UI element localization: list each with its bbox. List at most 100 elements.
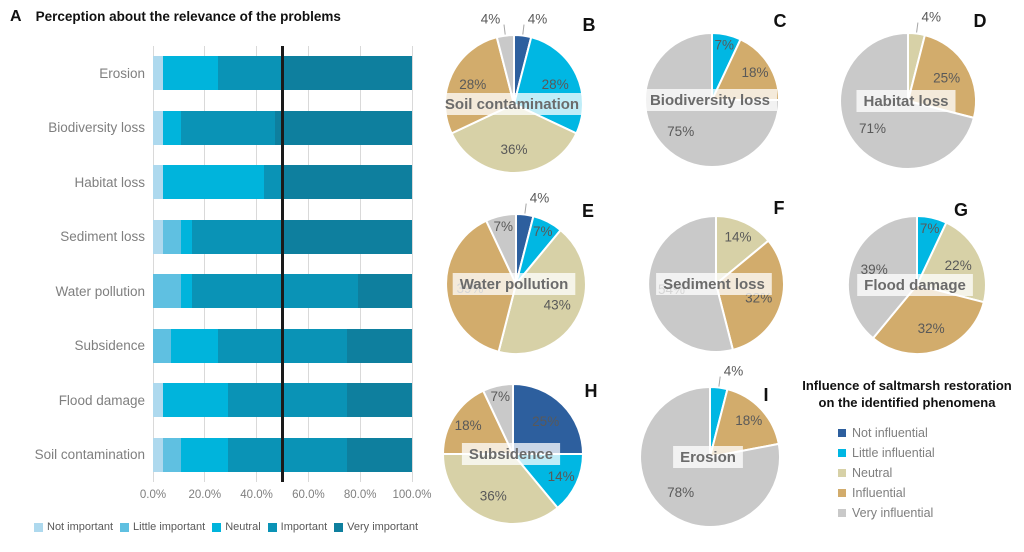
pie-percent-label: 28% bbox=[542, 77, 569, 92]
bar-segment bbox=[347, 328, 412, 363]
pie-title-box bbox=[857, 274, 973, 296]
pie-percent-label: 7% bbox=[920, 221, 940, 236]
legend-swatch bbox=[120, 522, 130, 532]
influence-legend-item: Little influential bbox=[838, 443, 1018, 463]
bar-segment bbox=[228, 437, 348, 472]
panel-letter: F bbox=[774, 198, 785, 218]
bar-row: Water pollution bbox=[0, 264, 412, 319]
legend-swatch bbox=[838, 469, 846, 477]
bar-segment bbox=[217, 56, 283, 91]
influence-legend-title: Influence of saltmarsh restoration on th… bbox=[796, 377, 1018, 411]
bar-segment bbox=[347, 437, 412, 472]
bar-rows: Erosion Biodiversity loss Habitat loss Sedi… bbox=[0, 46, 412, 482]
pie-slice bbox=[482, 383, 514, 455]
bar-segment bbox=[171, 328, 218, 363]
legend-swatch bbox=[838, 429, 846, 437]
influence-legend-title-line1: Influence of saltmarsh restoration bbox=[802, 378, 1012, 393]
importance-legend: Not important Little important Neutral Impo… bbox=[34, 521, 436, 533]
pie-title: Biodiversity loss bbox=[650, 92, 770, 109]
category-label: Flood damage bbox=[58, 392, 145, 408]
bar-segment bbox=[191, 219, 283, 254]
bar-segment bbox=[181, 437, 229, 472]
bar-track bbox=[153, 219, 412, 254]
legend-swatch bbox=[838, 449, 846, 457]
bar-segment bbox=[153, 110, 164, 145]
pie-percent-label: 18% bbox=[455, 418, 482, 433]
panel-letter: E bbox=[582, 201, 594, 221]
importance-legend-item: Not important bbox=[34, 521, 113, 533]
legend-swatch bbox=[212, 522, 222, 532]
pie-title-box bbox=[452, 273, 576, 295]
bar-segment bbox=[153, 165, 164, 200]
pie-percent-label: 4% bbox=[530, 191, 550, 206]
influence-legend-item: Not influential bbox=[838, 423, 1018, 443]
bar-track bbox=[153, 110, 412, 145]
pie-title-box bbox=[643, 89, 777, 111]
pie-title: Water pollution bbox=[460, 276, 569, 293]
bar-segment bbox=[282, 56, 412, 91]
pie-title: Flood damage bbox=[864, 277, 966, 294]
bar-segment bbox=[282, 165, 412, 200]
bar-segment bbox=[357, 274, 412, 309]
pie-slice bbox=[450, 103, 578, 174]
pie-percent-label: 28% bbox=[459, 77, 486, 92]
gridline bbox=[256, 46, 258, 482]
bar-segment bbox=[153, 437, 164, 472]
pie-percent-label: 36% bbox=[480, 488, 507, 503]
influence-legend-item: Influential bbox=[838, 483, 1018, 503]
panel-letter: G bbox=[954, 200, 968, 220]
bar-track bbox=[153, 383, 412, 418]
pie-title: Habitat loss bbox=[863, 93, 948, 110]
legend-swatch bbox=[334, 522, 344, 532]
pie-slice bbox=[495, 34, 515, 105]
pie-percent-label: 14% bbox=[548, 469, 575, 484]
pie-slice bbox=[512, 453, 584, 509]
pie-percent-label: 18% bbox=[735, 413, 762, 428]
bar-segment bbox=[181, 219, 192, 254]
influence-legend-item: Neutral bbox=[838, 463, 1018, 483]
panel-a-header: A Perception about the relevance of the … bbox=[10, 8, 341, 26]
bar-segment bbox=[282, 219, 412, 254]
pie-title-box bbox=[437, 93, 587, 115]
bar-segment bbox=[153, 274, 182, 309]
pie-percent-label: 4% bbox=[528, 12, 548, 27]
pie-percent-label: 18% bbox=[741, 65, 768, 80]
pie-percent-label: 32% bbox=[918, 321, 945, 336]
bar-track bbox=[153, 274, 412, 309]
legend-label: Important bbox=[280, 521, 328, 533]
x-tick-label: 20.0% bbox=[188, 489, 222, 501]
category-label: Soil contamination bbox=[34, 447, 145, 463]
influence-legend-title-line2: on the identified phenomena bbox=[818, 395, 996, 410]
pie-percent-label: 14% bbox=[724, 230, 751, 245]
pie-label-leader bbox=[522, 24, 525, 35]
pie-percent-label: 7% bbox=[715, 38, 735, 53]
gridline bbox=[307, 46, 309, 482]
pie-title-box bbox=[673, 446, 743, 468]
category-label: Habitat loss bbox=[74, 174, 145, 190]
legend-swatch bbox=[838, 509, 846, 517]
bar-row: Flood damage bbox=[0, 373, 412, 428]
importance-legend-item: Neutral bbox=[212, 521, 261, 533]
pie-slice bbox=[872, 284, 985, 356]
pie-percent-label: 36% bbox=[500, 142, 527, 157]
legend-label: Little influential bbox=[852, 446, 935, 460]
panel-letter: D bbox=[974, 11, 987, 31]
bar-track bbox=[153, 56, 412, 91]
pie-label-leader bbox=[524, 203, 527, 214]
x-tick-label: 0.0% bbox=[139, 489, 167, 501]
bar-row: Habitat loss bbox=[0, 155, 412, 210]
bar-segment bbox=[163, 383, 229, 418]
panel-letter: I bbox=[763, 385, 768, 405]
bar-segment bbox=[264, 165, 283, 200]
x-tick-label: 100.0% bbox=[392, 489, 432, 501]
bar-track bbox=[153, 165, 412, 200]
bar-segment bbox=[153, 328, 172, 363]
legend-label: Very influential bbox=[852, 506, 934, 520]
gridline bbox=[411, 46, 413, 482]
pie-label-leader bbox=[503, 24, 506, 35]
influence-legend-items: Not influential Little influential Neutral… bbox=[838, 423, 1018, 523]
gridlines bbox=[152, 46, 413, 482]
category-label: Subsidence bbox=[74, 338, 145, 354]
pie-percent-label: 25% bbox=[933, 71, 960, 86]
